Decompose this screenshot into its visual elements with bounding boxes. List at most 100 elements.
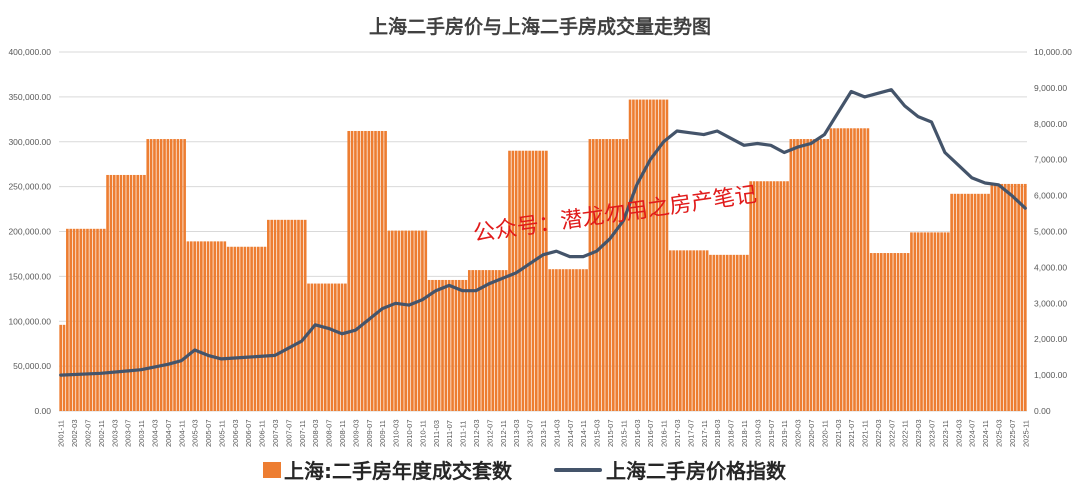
bar xyxy=(625,139,629,411)
bar xyxy=(983,193,987,411)
bar xyxy=(189,241,193,411)
bar xyxy=(685,250,689,411)
x-tick-label: 2004-03 xyxy=(150,419,159,447)
bar xyxy=(437,279,441,411)
bar xyxy=(534,150,538,411)
bar xyxy=(471,270,474,411)
bar xyxy=(802,139,806,411)
right-tick-label: 0.00 xyxy=(1034,406,1051,416)
legend-swatch-bar xyxy=(263,462,281,478)
bar xyxy=(628,99,632,411)
bar xyxy=(347,130,351,412)
bar xyxy=(920,232,923,411)
x-tick-label: 2006-07 xyxy=(244,419,253,447)
x-tick-label: 2020-07 xyxy=(807,419,816,447)
x-tick-label: 2005-07 xyxy=(204,419,213,447)
bar xyxy=(839,128,843,411)
bar xyxy=(622,139,625,411)
bar xyxy=(823,139,826,411)
bar xyxy=(377,130,381,412)
bar xyxy=(79,228,83,411)
bar xyxy=(910,232,913,411)
bar xyxy=(62,324,66,411)
bar xyxy=(169,139,173,411)
x-tick-label: 2019-11 xyxy=(780,420,789,447)
bar xyxy=(648,99,652,411)
x-tick-label: 2019-07 xyxy=(767,419,776,447)
bar xyxy=(679,250,682,411)
bar xyxy=(568,269,572,411)
bar xyxy=(960,193,964,411)
left-tick-label: 50,000.00 xyxy=(13,361,51,371)
bar xyxy=(360,130,364,412)
bar xyxy=(652,99,655,411)
x-tick-label: 2007-03 xyxy=(271,419,280,447)
bar xyxy=(153,139,156,411)
bar xyxy=(809,139,813,411)
x-tick-label: 2002-07 xyxy=(83,419,92,447)
bar xyxy=(896,253,900,411)
bar xyxy=(759,181,763,411)
bar xyxy=(843,128,846,411)
bar xyxy=(766,181,769,411)
bar xyxy=(370,130,374,412)
bar xyxy=(317,283,320,411)
bar xyxy=(940,232,943,411)
x-tick-label: 2016-11 xyxy=(660,420,669,447)
bar xyxy=(561,269,565,411)
x-tick-label: 2008-03 xyxy=(311,419,320,447)
bar xyxy=(447,279,451,411)
bar xyxy=(193,241,196,411)
price-index-line xyxy=(59,88,1027,377)
x-tick-label: 2023-03 xyxy=(914,419,923,447)
bar xyxy=(327,283,330,411)
x-tick-label: 2007-11 xyxy=(298,420,307,447)
bar xyxy=(491,270,495,411)
bar xyxy=(900,253,903,411)
bar xyxy=(364,130,367,412)
x-axis: 2001-11 2002-03 2002-07 2002-11 2003-03 2003-… xyxy=(57,419,1031,447)
bar xyxy=(122,174,126,411)
bar xyxy=(555,269,558,411)
bar xyxy=(236,246,240,411)
x-tick-label: 2009-07 xyxy=(365,419,374,447)
right-tick-label: 7,000.00 xyxy=(1034,155,1067,165)
bar xyxy=(883,253,886,411)
bar xyxy=(575,269,578,411)
bar xyxy=(595,139,598,411)
x-tick-label: 2017-07 xyxy=(686,419,695,447)
bar xyxy=(297,219,300,411)
bar xyxy=(903,253,907,411)
bar xyxy=(149,139,153,411)
bar xyxy=(380,130,384,412)
bar xyxy=(220,241,223,411)
bar xyxy=(668,250,672,411)
x-tick-label: 2022-03 xyxy=(874,419,883,447)
right-tick-label: 1,000.00 xyxy=(1034,370,1067,380)
x-tick-label: 2004-07 xyxy=(164,419,173,447)
right-tick-label: 10,000.00 xyxy=(1034,47,1072,57)
bar xyxy=(367,130,371,412)
bar xyxy=(601,139,605,411)
bar xyxy=(719,254,722,411)
bar xyxy=(119,174,123,411)
bar xyxy=(551,269,555,411)
x-tick-label: 2012-07 xyxy=(485,419,494,447)
bar xyxy=(337,283,341,411)
bar xyxy=(350,130,354,412)
bar xyxy=(967,193,970,411)
bar xyxy=(461,279,464,411)
bar xyxy=(139,174,143,411)
bar xyxy=(916,232,920,411)
bar xyxy=(856,128,860,411)
left-tick-label: 400,000.00 xyxy=(8,47,51,57)
bar xyxy=(387,230,391,411)
x-tick-label: 2018-11 xyxy=(740,420,749,447)
bar xyxy=(273,219,277,411)
bar xyxy=(926,232,930,411)
left-tick-label: 0.00 xyxy=(34,406,51,416)
bar xyxy=(494,270,498,411)
bar xyxy=(156,139,160,411)
bar xyxy=(129,174,133,411)
